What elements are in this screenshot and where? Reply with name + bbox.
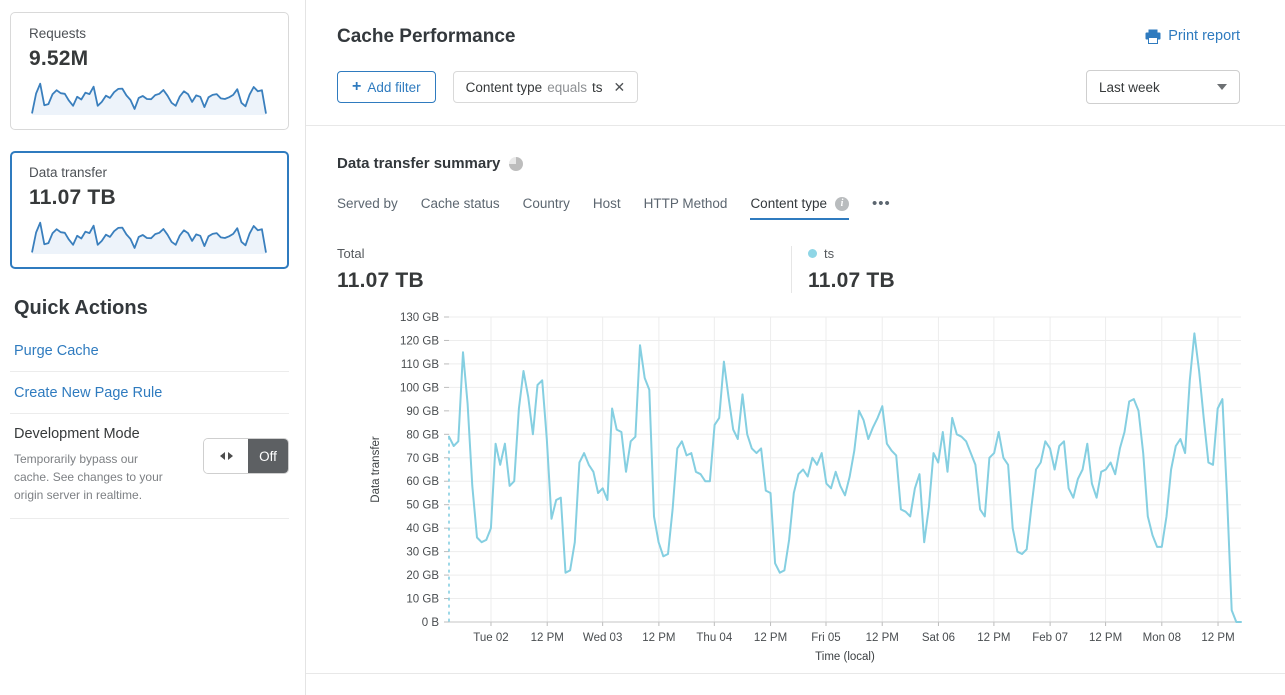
toggle-right-arrow-icon (227, 452, 233, 460)
filter-chip-content-type[interactable]: Content type equals ts ✕ (452, 71, 639, 103)
development-mode-toggle[interactable]: Off (203, 438, 289, 474)
sidebar: Requests 9.52M Data transfer 11.07 TB Qu… (0, 0, 306, 695)
toggle-handle[interactable] (204, 439, 248, 473)
svg-text:Time (local): Time (local) (815, 651, 875, 663)
summary-title: Data transfer summary (337, 155, 501, 172)
svg-text:110 GB: 110 GB (401, 359, 439, 371)
chip-field: Content type (465, 79, 543, 95)
total-label: Total (337, 246, 365, 261)
more-tabs-button[interactable]: ••• (872, 195, 891, 212)
chip-close-icon[interactable]: ✕ (613, 78, 626, 95)
chart-area: 0 B 10 GB 20 GB 30 GB 40 GB 50 GB 60 GB 70 GB 80… (361, 307, 1261, 667)
print-report-button[interactable]: Print report (1145, 28, 1240, 44)
svg-text:90 GB: 90 GB (406, 406, 439, 418)
svg-text:30 GB: 30 GB (406, 547, 439, 559)
svg-text:50 GB: 50 GB (406, 500, 439, 512)
svg-text:20 GB: 20 GB (406, 570, 439, 582)
tab-host[interactable]: Host (592, 196, 621, 211)
svg-text:12 PM: 12 PM (1201, 632, 1234, 644)
plus-icon: + (352, 77, 362, 95)
svg-text:70 GB: 70 GB (406, 453, 439, 465)
svg-text:0 B: 0 B (422, 617, 440, 629)
svg-text:10 GB: 10 GB (406, 594, 439, 606)
add-filter-button[interactable]: + Add filter (337, 71, 436, 103)
summary-tabs: Served by Cache status Country Host HTTP… (337, 195, 1285, 221)
help-icon[interactable] (509, 156, 524, 171)
toggle-state-label: Off (248, 439, 288, 473)
svg-text:12 PM: 12 PM (866, 632, 899, 644)
data-transfer-chart: 0 B 10 GB 20 GB 30 GB 40 GB 50 GB 60 GB 70 GB 80… (370, 312, 1242, 663)
time-range-select[interactable]: Last week (1086, 70, 1240, 104)
tab-country[interactable]: Country (522, 196, 570, 211)
tab-cache-status[interactable]: Cache status (420, 196, 500, 211)
requests-sparkline-chart (31, 82, 267, 115)
development-mode-description: Temporarily bypass our cache. See change… (14, 452, 163, 502)
ts-series-stat: ts 11.07 TB (791, 246, 895, 293)
create-page-rule-link[interactable]: Create New Page Rule (10, 372, 289, 414)
data-transfer-metric-card[interactable]: Data transfer 11.07 TB (10, 151, 289, 269)
printer-icon (1145, 29, 1161, 44)
chip-operator: equals (547, 79, 587, 95)
svg-text:12 PM: 12 PM (642, 632, 675, 644)
main-header: Cache Performance Print report (306, 0, 1285, 48)
tab-http-method[interactable]: HTTP Method (643, 196, 728, 211)
svg-text:Wed 03: Wed 03 (583, 632, 622, 644)
svg-text:12 PM: 12 PM (754, 632, 787, 644)
add-filter-label: Add filter (367, 79, 421, 95)
quick-actions-title: Quick Actions (14, 297, 148, 319)
development-mode-title: Development Mode (14, 426, 140, 442)
svg-text:12 PM: 12 PM (977, 632, 1010, 644)
toggle-left-arrow-icon (219, 452, 225, 460)
development-mode-section: Development Mode Temporarily bypass our … (10, 414, 289, 519)
section-divider (306, 673, 1285, 674)
tab-content-type[interactable]: Content type i (750, 196, 849, 220)
ts-legend-dot (808, 249, 817, 258)
info-icon[interactable]: i (835, 196, 849, 211)
data-transfer-card-value: 11.07 TB (29, 186, 116, 209)
ts-legend-label: ts (824, 246, 835, 261)
svg-text:Data transfer: Data transfer (370, 436, 382, 503)
print-report-label: Print report (1168, 28, 1240, 44)
total-stat: Total 11.07 TB (337, 246, 791, 293)
svg-text:40 GB: 40 GB (406, 523, 439, 535)
svg-text:Sat 06: Sat 06 (922, 632, 955, 644)
total-value: 11.07 TB (337, 269, 424, 292)
svg-text:12 PM: 12 PM (531, 632, 564, 644)
data-transfer-sparkline-chart (31, 221, 267, 254)
svg-text:80 GB: 80 GB (406, 429, 439, 441)
svg-text:100 GB: 100 GB (400, 382, 439, 394)
summary-stats: Total 11.07 TB ts 11.07 TB (337, 246, 1285, 293)
tab-served-by[interactable]: Served by (337, 196, 398, 211)
svg-text:Tue 02: Tue 02 (473, 632, 508, 644)
filter-bar: + Add filter Content type equals ts ✕ La… (306, 48, 1285, 104)
svg-text:130 GB: 130 GB (400, 312, 439, 324)
chip-value: ts (591, 79, 603, 95)
time-range-value: Last week (1099, 79, 1160, 95)
requests-card-value: 9.52M (29, 47, 89, 70)
requests-card-label: Requests (29, 26, 87, 41)
svg-text:Fri 05: Fri 05 (811, 632, 840, 644)
svg-text:Thu 04: Thu 04 (696, 632, 732, 644)
data-transfer-summary-section: Data transfer summary Served by Cache st… (306, 126, 1285, 667)
page-title: Cache Performance (337, 26, 516, 47)
svg-text:12 PM: 12 PM (1089, 632, 1122, 644)
ts-value: 11.07 TB (808, 269, 895, 292)
data-transfer-card-label: Data transfer (29, 165, 108, 180)
svg-text:Feb 07: Feb 07 (1032, 632, 1068, 644)
purge-cache-link[interactable]: Purge Cache (10, 330, 289, 372)
requests-metric-card[interactable]: Requests 9.52M (10, 12, 289, 130)
header-divider (306, 125, 1285, 126)
svg-text:60 GB: 60 GB (406, 476, 439, 488)
chevron-down-icon (1217, 84, 1227, 90)
main-content: Cache Performance Print report + Add fil… (306, 0, 1285, 695)
svg-text:Mon 08: Mon 08 (1143, 632, 1181, 644)
svg-text:120 GB: 120 GB (400, 335, 439, 347)
